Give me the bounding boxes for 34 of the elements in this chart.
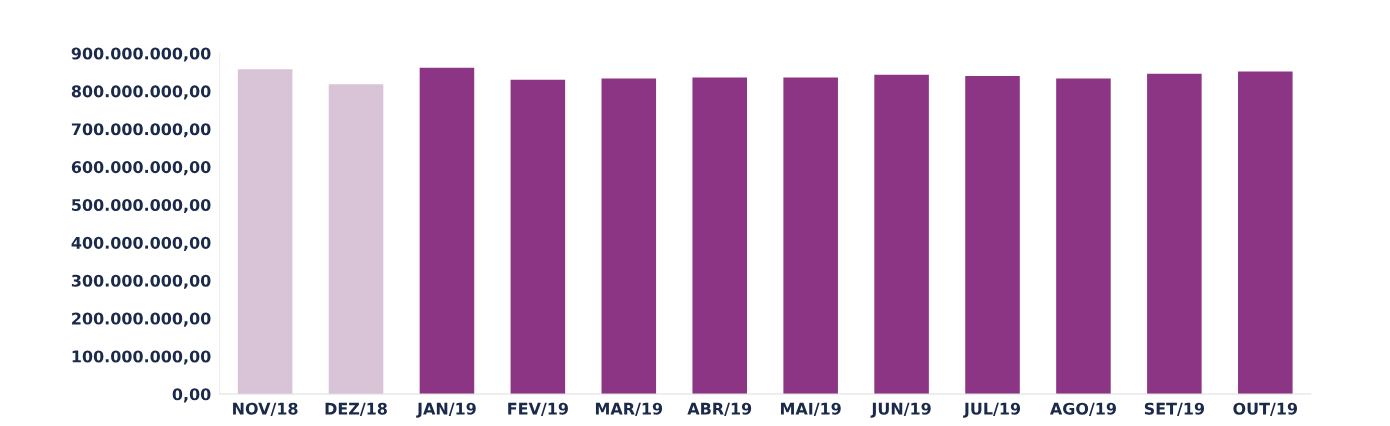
y-tick-label: 100.000.000,00 bbox=[72, 350, 211, 365]
y-tick-label: 0,00 bbox=[172, 388, 211, 403]
x-tick-label: NOV/18 bbox=[233, 402, 298, 416]
x-tick-label: DEZ/18 bbox=[325, 402, 387, 416]
bar bbox=[419, 67, 475, 395]
x-tick-label: MAI/19 bbox=[781, 402, 841, 416]
y-tick-label: 500.000.000,00 bbox=[72, 198, 211, 214]
bar bbox=[328, 84, 384, 395]
y-tick-label: 300.000.000,00 bbox=[71, 274, 211, 289]
x-tick-label: JAN/19 bbox=[416, 402, 476, 418]
bar bbox=[1056, 78, 1111, 395]
bar bbox=[601, 78, 657, 395]
y-tick-label: 800.000.000,00 bbox=[71, 85, 211, 100]
x-tick-label: AGO/19 bbox=[1049, 402, 1116, 416]
bar bbox=[874, 74, 929, 395]
bar bbox=[1238, 71, 1293, 395]
bar bbox=[965, 75, 1020, 395]
bar bbox=[510, 79, 566, 395]
y-tick-label: 200.000.000,00 bbox=[72, 312, 211, 327]
x-tick-label: FEV/19 bbox=[508, 402, 568, 416]
y-tick-label: 600.000.000,00 bbox=[71, 161, 211, 176]
y-tick-label: 400.000.000,00 bbox=[71, 236, 211, 251]
x-tick-label: JUL/19 bbox=[963, 402, 1021, 418]
x-tick-label: MAR/19 bbox=[595, 402, 663, 416]
bar bbox=[237, 69, 293, 395]
x-tick-label: ABR/19 bbox=[687, 402, 752, 416]
y-tick-label: 900.000.000,00 bbox=[71, 47, 211, 62]
x-tick-label: JUN/19 bbox=[870, 402, 931, 418]
bar bbox=[1147, 73, 1202, 395]
bar bbox=[783, 77, 838, 395]
x-tick-label: SET/19 bbox=[1144, 402, 1205, 416]
y-tick-label: 700.000.000,00 bbox=[71, 123, 211, 138]
x-tick-label: OUT/19 bbox=[1233, 402, 1298, 416]
bar bbox=[692, 77, 748, 395]
